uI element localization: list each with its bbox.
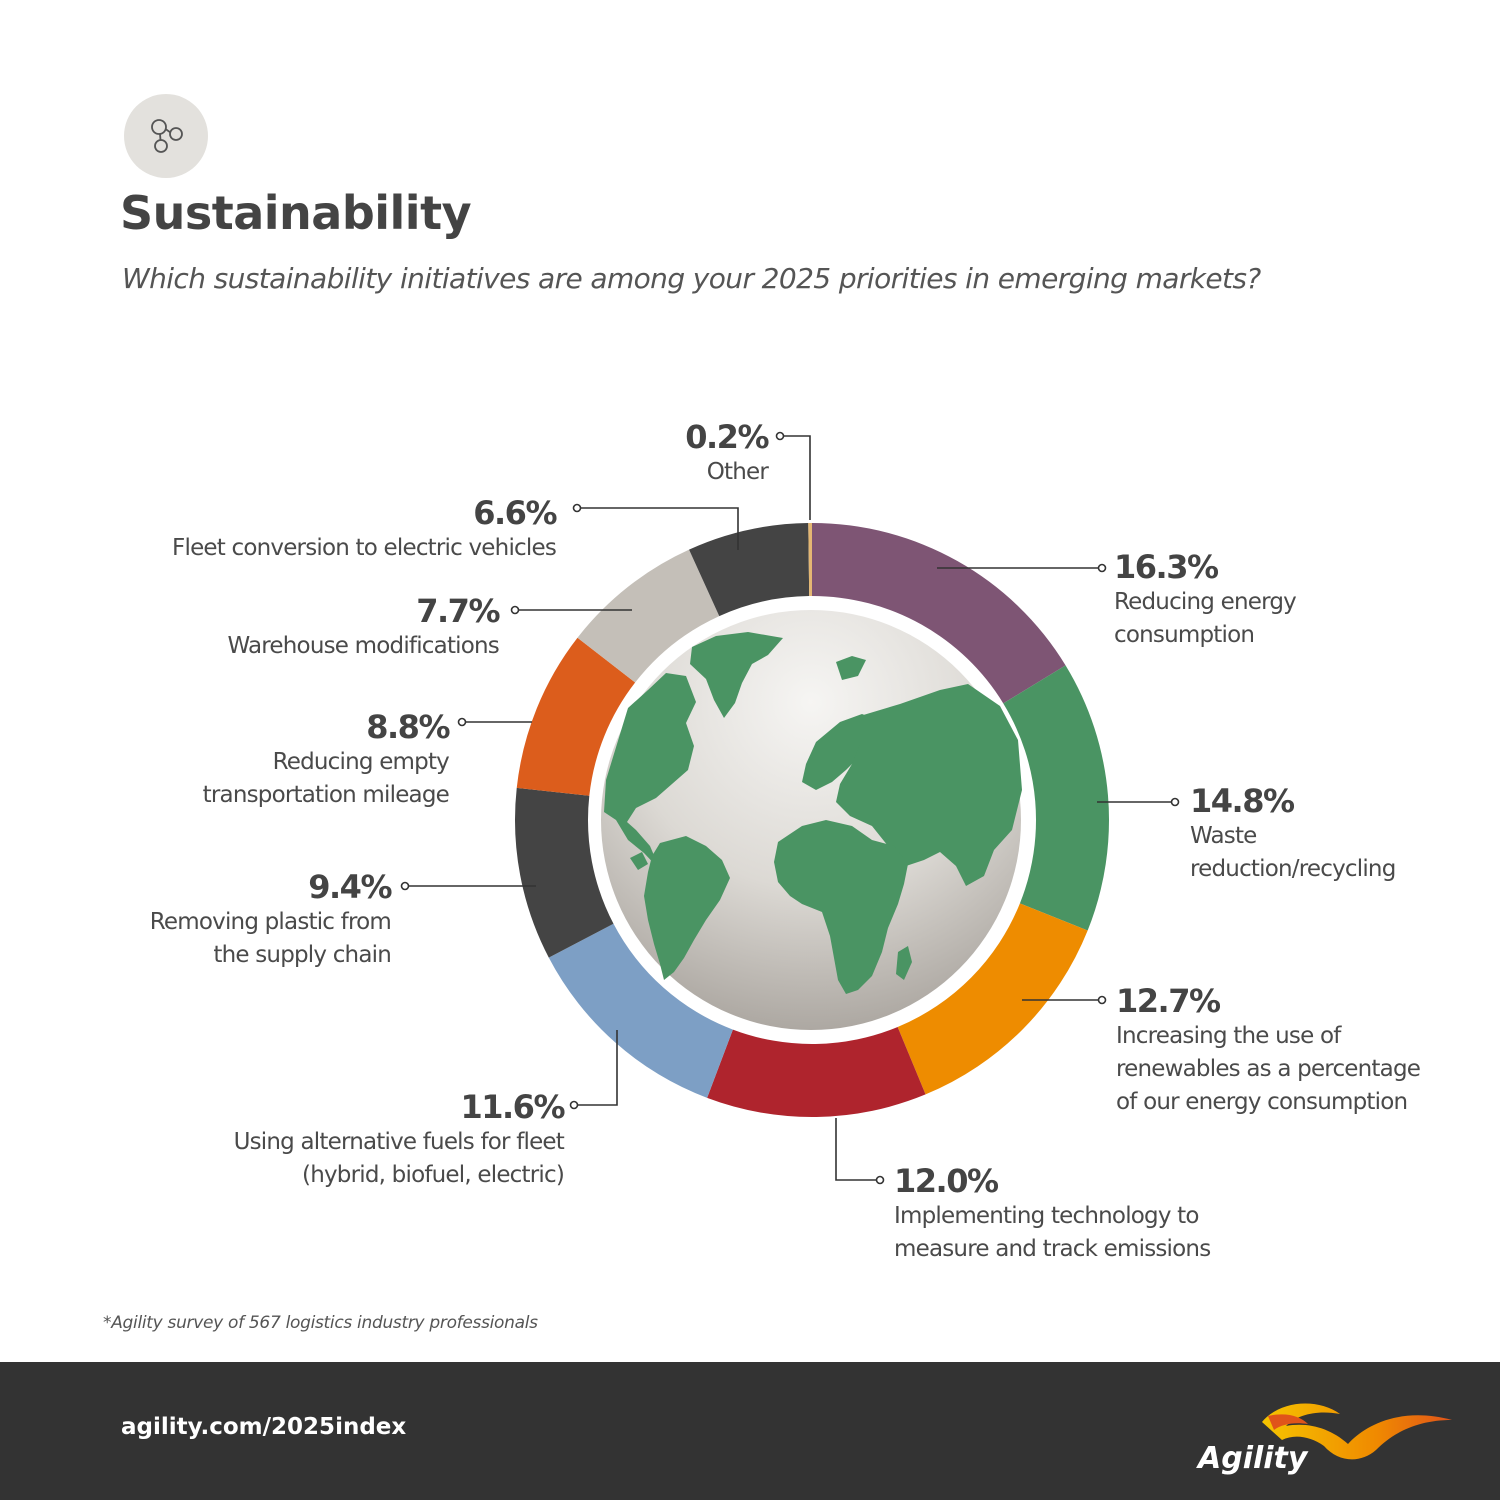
donut-slice (1003, 665, 1109, 931)
slice-percentage: 12.0% (894, 1162, 999, 1200)
sustainability-badge (124, 94, 208, 178)
slice-label: Using alternative fuels for fleet (234, 1129, 565, 1155)
slice-percentage: 16.3% (1114, 548, 1219, 586)
slice-label: Reducing energy (1114, 589, 1296, 615)
slice-label: reduction/recycling (1190, 856, 1396, 882)
globe-continents (604, 632, 1022, 994)
molecule-nodes-icon (151, 119, 183, 153)
leader-dot (1097, 563, 1107, 573)
leader-dot (510, 605, 520, 615)
slice-label: Other (707, 459, 770, 485)
leader-dot (1170, 797, 1180, 807)
leader-line (577, 507, 739, 550)
donut-slice (516, 637, 636, 796)
leader-dot (457, 717, 467, 727)
donut-slices (515, 523, 1109, 1117)
slice-label: (hybrid, biofuel, electric) (302, 1162, 564, 1188)
slice-percentage: 0.2% (685, 418, 769, 456)
slice-labels: 16.3% Reducing energy consumption 14.8% Wast… (150, 418, 1421, 1262)
leader-dot (775, 431, 785, 441)
slice-label: of our energy consumption (1116, 1089, 1407, 1115)
leader-dot (569, 1100, 579, 1110)
leader-line (780, 435, 811, 520)
footer-bar: agility.com/2025index Agility (0, 1362, 1500, 1500)
donut-slice (689, 523, 810, 617)
slice-percentage: 12.7% (1116, 982, 1221, 1020)
slice-label: Removing plastic from (150, 909, 391, 935)
leader-line (574, 1030, 618, 1106)
agility-logo-text: Agility (1196, 1441, 1309, 1476)
slice-label: Waste (1190, 823, 1257, 849)
slice-label: the supply chain (213, 942, 391, 968)
donut-slice (577, 549, 720, 683)
donut-slice (812, 523, 1066, 704)
slice-label: measure and track emissions (894, 1236, 1210, 1262)
slice-label: Warehouse modifications (228, 633, 499, 659)
slice-percentage: 14.8% (1190, 782, 1295, 820)
slice-label: Reducing empty (273, 749, 450, 775)
slice-percentage: 9.4% (308, 868, 392, 906)
slice-label: Fleet conversion to electric vehicles (172, 535, 556, 561)
slice-label: Increasing the use of (1116, 1023, 1342, 1049)
leader-line (835, 1118, 880, 1181)
donut-chart: 16.3% Reducing energy consumption 14.8% Wast… (150, 418, 1421, 1262)
globe-illustration (601, 610, 1022, 1030)
donut-slice (707, 1026, 926, 1117)
slice-percentage: 7.7% (416, 592, 500, 630)
donut-slice (548, 923, 733, 1098)
slice-label: Implementing technology to (894, 1203, 1199, 1229)
slice-label: transportation mileage (203, 782, 449, 808)
footer-url-link[interactable]: agility.com/2025index (121, 1414, 407, 1440)
page-subtitle: Which sustainability initiatives are amo… (122, 262, 1261, 295)
page-title: Sustainability (120, 186, 472, 240)
leader-dot (400, 881, 410, 891)
leader-dot (1097, 995, 1107, 1005)
donut-slice (808, 523, 812, 597)
leader-dot (875, 1175, 885, 1185)
leader-dot (572, 503, 582, 513)
slice-label: consumption (1114, 622, 1254, 648)
slice-percentage: 8.8% (366, 708, 450, 746)
slice-percentage: 6.6% (473, 494, 557, 532)
slice-percentage: 11.6% (460, 1088, 565, 1126)
footnote: *Agility survey of 567 logistics industr… (103, 1313, 538, 1333)
agility-logo: Agility (1196, 1403, 1452, 1476)
donut-slice (897, 903, 1088, 1095)
slice-label: renewables as a percentage (1116, 1056, 1420, 1082)
donut-slice (515, 787, 614, 958)
